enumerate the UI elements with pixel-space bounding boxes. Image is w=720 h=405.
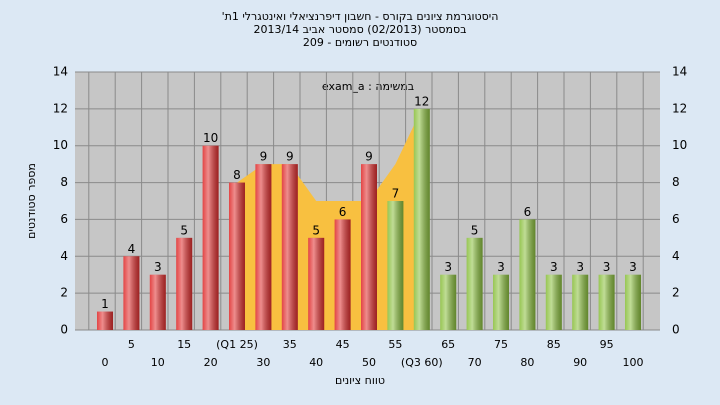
x-tick-label: 70 — [468, 356, 482, 369]
y-tick-label: 2 — [60, 286, 68, 300]
value-label: 3 — [576, 260, 584, 274]
bar-shade — [202, 145, 219, 330]
value-label: 10 — [203, 131, 218, 145]
bar-shade — [176, 237, 193, 330]
value-label: 3 — [154, 260, 162, 274]
value-label: 3 — [603, 260, 611, 274]
x-tick-label: 85 — [547, 338, 561, 351]
bar-shade — [545, 274, 562, 330]
value-label: 5 — [312, 223, 320, 237]
x-tick-label: 35 — [283, 338, 297, 351]
x-tick-label: 50 — [362, 356, 376, 369]
chart-title: היסטוגרמת ציונים בקורס - חשבון דיפרנציאל… — [222, 10, 499, 23]
bar-shade — [519, 219, 536, 330]
y2-tick-label: 4 — [672, 249, 680, 263]
bar-shade — [97, 311, 113, 330]
y-tick-label: 8 — [60, 175, 68, 189]
value-label: 5 — [471, 223, 479, 237]
bar-shade — [308, 237, 325, 330]
x-tick-label: 65 — [441, 338, 455, 351]
y2-tick-label: 8 — [672, 175, 680, 189]
y2-tick-label: 10 — [672, 138, 687, 152]
bar-shade — [334, 219, 351, 330]
value-label: 12 — [414, 94, 429, 108]
y2-tick-label: 14 — [672, 65, 687, 79]
value-label: 4 — [128, 242, 136, 256]
annotation: במשימה : exam_a — [322, 80, 414, 93]
value-label: 8 — [233, 168, 241, 182]
x-tick-label: 45 — [336, 338, 350, 351]
y-tick-label: 4 — [60, 249, 68, 263]
bar-shade — [123, 256, 140, 330]
bar-shade — [229, 182, 245, 330]
bar-shade — [413, 108, 430, 330]
y-tick-label: 10 — [53, 138, 68, 152]
bar-shade — [149, 274, 166, 330]
y2-tick-label: 6 — [672, 212, 680, 226]
x-tick-label: 10 — [151, 356, 165, 369]
bar-shade — [281, 164, 298, 330]
y2-tick-label: 2 — [672, 286, 680, 300]
bar-shade — [255, 164, 272, 330]
y-tick-label: 14 — [53, 65, 68, 79]
bar-shade — [361, 164, 377, 330]
bar-shade — [598, 274, 615, 330]
value-label: 3 — [550, 260, 558, 274]
bar-shade — [493, 274, 509, 330]
x-tick-label: (Q3 60) — [401, 356, 443, 369]
y-tick-label: 0 — [60, 323, 68, 337]
value-label: 9 — [260, 150, 268, 164]
y-tick-label: 6 — [60, 212, 68, 226]
value-label: 6 — [524, 205, 532, 219]
value-label: 6 — [339, 205, 347, 219]
bar-shade — [625, 274, 641, 330]
chart-subtitle: סטודנטים רשומים - 209 — [303, 36, 417, 49]
x-tick-label: 30 — [256, 356, 270, 369]
x-tick-label: 55 — [388, 338, 402, 351]
x-tick-label: 0 — [102, 356, 109, 369]
x-tick-label: 15 — [177, 338, 191, 351]
value-label: 9 — [286, 150, 294, 164]
x-tick-label: (Q1 25) — [216, 338, 258, 351]
y2-tick-label: 0 — [672, 323, 680, 337]
x-tick-label: 100 — [623, 356, 644, 369]
value-label: 3 — [444, 260, 452, 274]
value-label: 9 — [365, 150, 373, 164]
y-tick-label: 12 — [53, 101, 68, 115]
x-tick-label: 80 — [520, 356, 534, 369]
value-label: 1 — [101, 297, 109, 311]
value-label: 3 — [629, 260, 637, 274]
x-tick-label: 95 — [600, 338, 614, 351]
value-label: 3 — [497, 260, 505, 274]
value-label: 5 — [180, 223, 188, 237]
bar-shade — [572, 274, 589, 330]
y2-tick-label: 12 — [672, 101, 687, 115]
x-tick-label: 90 — [573, 356, 587, 369]
y-axis-title: מספר סטודנטים — [25, 163, 38, 239]
x-tick-label: 75 — [494, 338, 508, 351]
x-tick-label: 5 — [128, 338, 135, 351]
bar-shade — [466, 237, 483, 330]
chart-subtitle: בסמסטר (02/2013) סמסטר אביב 2013/14 — [253, 23, 466, 36]
x-axis-title: טווח ציונים — [335, 374, 385, 387]
bar-shade — [387, 201, 404, 330]
bar-shade — [440, 274, 457, 330]
x-tick-label: 20 — [204, 356, 218, 369]
x-tick-label: 40 — [309, 356, 323, 369]
value-label: 7 — [392, 187, 400, 201]
